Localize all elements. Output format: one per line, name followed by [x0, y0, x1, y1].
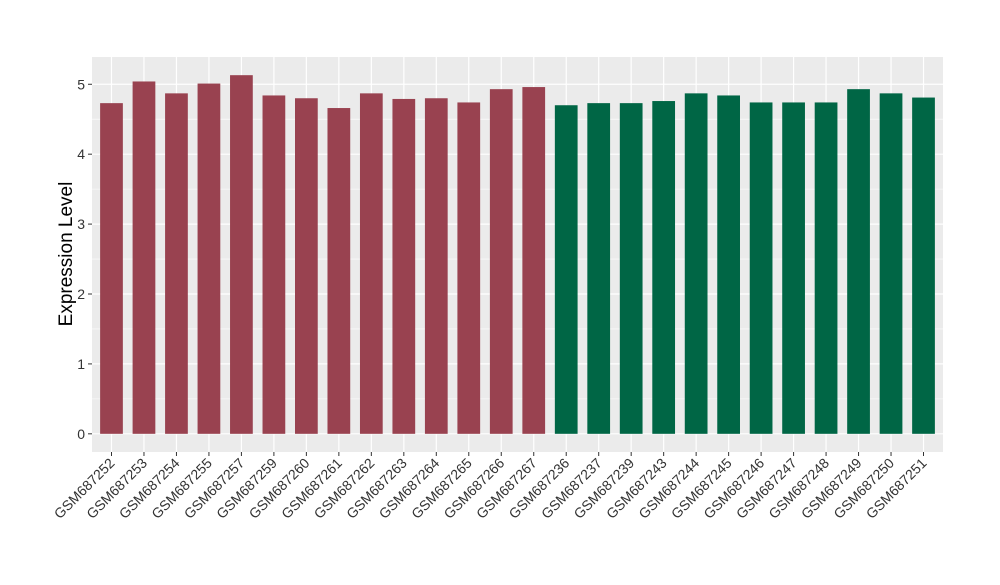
bar-GSM687260: [295, 98, 318, 434]
bar-GSM687261: [327, 108, 351, 434]
bar-GSM687259: [262, 95, 286, 434]
bar-GSM687251: [912, 97, 935, 434]
x-axis: GSM687252GSM687253GSM687254GSM687255GSM6…: [51, 452, 930, 522]
bar-GSM687239: [619, 103, 643, 434]
bar-GSM687249: [847, 89, 870, 434]
bar-GSM687243: [652, 101, 676, 434]
y-axis: 0 1 2 3 4 5: [77, 76, 92, 442]
bar-GSM687250: [879, 93, 903, 434]
bar-GSM687247: [782, 102, 805, 434]
bar-GSM687253: [132, 81, 156, 434]
y-tick-label: 4: [77, 146, 85, 162]
bar-GSM687266: [489, 89, 513, 434]
bar-GSM687252: [100, 103, 123, 434]
y-tick-label: 2: [77, 286, 85, 302]
bars: [100, 75, 935, 434]
bar-GSM687246: [749, 102, 773, 434]
bar-GSM687248: [814, 102, 838, 434]
bar-GSM687257: [230, 75, 253, 434]
bar-GSM687255: [197, 83, 221, 434]
bar-GSM687244: [684, 93, 708, 434]
y-tick-label: 1: [77, 356, 85, 372]
y-tick-label: 5: [77, 76, 85, 92]
bar-GSM687263: [392, 98, 416, 434]
y-tick-label: 3: [77, 216, 85, 232]
bar-GSM687267: [522, 87, 546, 434]
bar-GSM687236: [554, 105, 578, 434]
bar-GSM687264: [424, 98, 448, 434]
bar-GSM687254: [165, 93, 188, 434]
bar-GSM687262: [359, 93, 383, 434]
y-tick-label: 0: [77, 426, 85, 442]
bar-GSM687265: [457, 102, 481, 434]
bar-GSM687245: [717, 95, 740, 434]
bar-GSM687237: [587, 103, 611, 434]
y-axis-title: Expression Level: [56, 182, 77, 327]
